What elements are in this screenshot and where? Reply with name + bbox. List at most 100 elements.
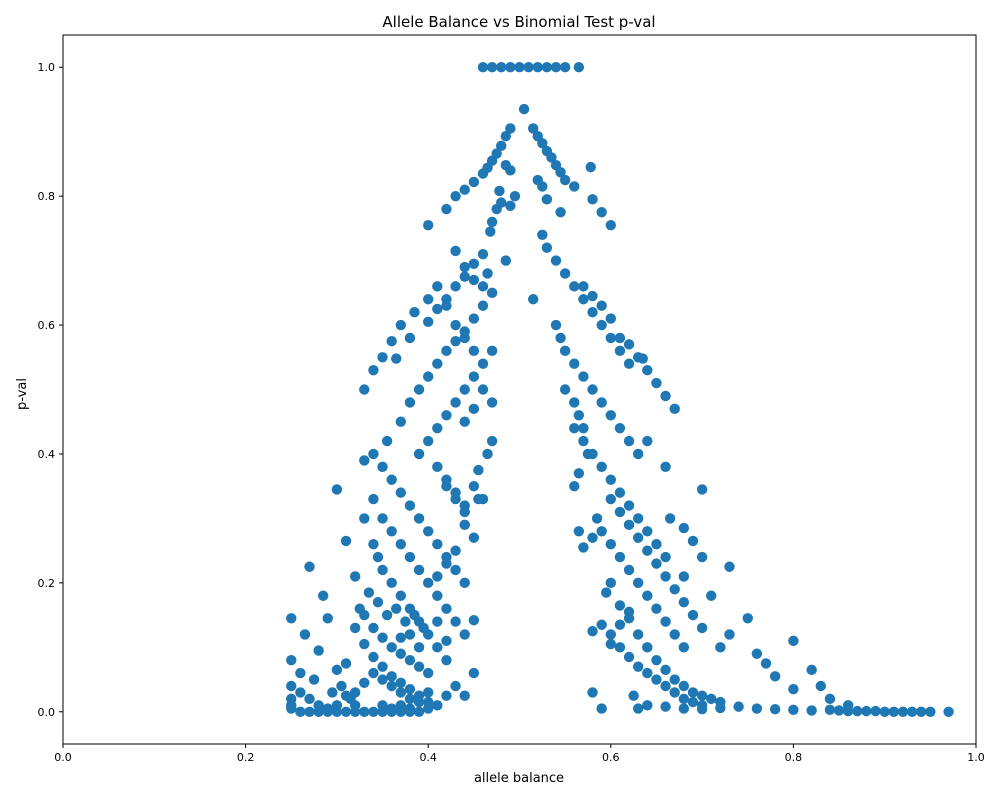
data-point: [363, 587, 375, 598]
data-point: [459, 690, 470, 701]
data-point: [432, 700, 443, 711]
data-point: [313, 645, 324, 656]
data-point: [486, 435, 498, 447]
data-point: [304, 561, 315, 572]
data-point: [605, 538, 616, 550]
data-point: [505, 123, 516, 134]
data-point: [468, 615, 480, 626]
data-point: [391, 603, 402, 614]
data-point: [486, 287, 498, 299]
data-point: [485, 226, 496, 237]
data-point: [450, 335, 461, 347]
data-point: [486, 345, 498, 357]
data-point: [404, 551, 416, 563]
data-point: [527, 123, 539, 134]
data-point: [806, 705, 817, 716]
data-point: [327, 687, 338, 698]
data-point: [669, 403, 680, 415]
data-point: [573, 62, 585, 73]
data-point: [601, 587, 612, 598]
data-point: [587, 306, 598, 318]
axes-layer: 0.0 0.2 0.4 0.6 0.8 1.0 0.0 0.2 0.4 0.6 0.8 1.0: [38, 34, 985, 764]
data-point: [441, 655, 452, 666]
data-point: [441, 558, 452, 569]
data-point: [769, 703, 781, 715]
data-point: [678, 597, 690, 608]
data-point: [614, 642, 626, 653]
data-point: [308, 674, 320, 685]
data-point: [381, 435, 393, 447]
data-point: [632, 703, 644, 714]
data-point: [340, 706, 352, 717]
data-point: [687, 535, 699, 547]
data-point: [377, 352, 388, 363]
data-point: [596, 319, 607, 331]
data-point: [450, 616, 461, 627]
data-point: [879, 706, 890, 717]
data-point: [569, 397, 580, 408]
data-point: [486, 216, 498, 228]
data-point: [651, 558, 662, 569]
data-point: [413, 564, 425, 576]
data-point: [678, 571, 690, 582]
data-point: [404, 684, 416, 695]
data-point: [331, 484, 343, 495]
data-point: [418, 622, 429, 634]
data-point: [569, 358, 580, 369]
data-point: [395, 487, 407, 498]
data-point: [664, 513, 676, 524]
data-point: [587, 687, 598, 698]
data-point: [788, 635, 799, 647]
data-point: [468, 345, 480, 357]
data-point: [724, 629, 735, 640]
data-point: [404, 655, 416, 666]
data-point: [642, 642, 653, 653]
data-point: [477, 281, 489, 292]
data-point: [413, 706, 425, 717]
data-point: [372, 551, 384, 563]
data-point: [623, 358, 635, 369]
data-point: [349, 571, 361, 582]
data-point: [468, 274, 480, 286]
data-point: [318, 590, 329, 601]
data-point: [468, 532, 480, 543]
data-point: [523, 62, 534, 73]
data-point: [897, 706, 909, 717]
data-point: [706, 693, 717, 705]
data-point: [550, 255, 562, 266]
data-point: [477, 62, 489, 73]
data-point: [468, 371, 480, 382]
data-point: [486, 62, 498, 73]
data-point: [605, 493, 616, 505]
data-point: [559, 268, 571, 279]
data-point: [386, 474, 397, 485]
data-point: [614, 332, 626, 344]
data-point: [477, 358, 489, 369]
data-point: [304, 693, 315, 705]
data-point: [605, 219, 616, 231]
data-point: [842, 705, 854, 717]
data-point: [477, 248, 489, 260]
data-point: [660, 680, 671, 692]
data-point: [555, 332, 566, 344]
data-point: [377, 674, 388, 685]
data-point: [450, 487, 461, 498]
data-point: [404, 693, 416, 705]
data-point: [477, 384, 489, 395]
data-point: [605, 638, 616, 650]
data-point: [669, 674, 680, 685]
y-tick-label: 0.0: [38, 706, 56, 719]
data-point: [386, 526, 397, 537]
data-point: [400, 616, 411, 627]
data-point: [331, 664, 343, 676]
data-point: [527, 294, 539, 305]
data-point: [537, 229, 548, 241]
data-point: [578, 542, 589, 553]
x-tick-label: 0.6: [602, 751, 620, 764]
data-point: [660, 461, 671, 473]
data-point: [404, 500, 416, 511]
data-point: [678, 703, 690, 714]
x-tick-label: 0.0: [54, 751, 72, 764]
data-point: [432, 538, 443, 550]
data-point: [432, 616, 443, 627]
